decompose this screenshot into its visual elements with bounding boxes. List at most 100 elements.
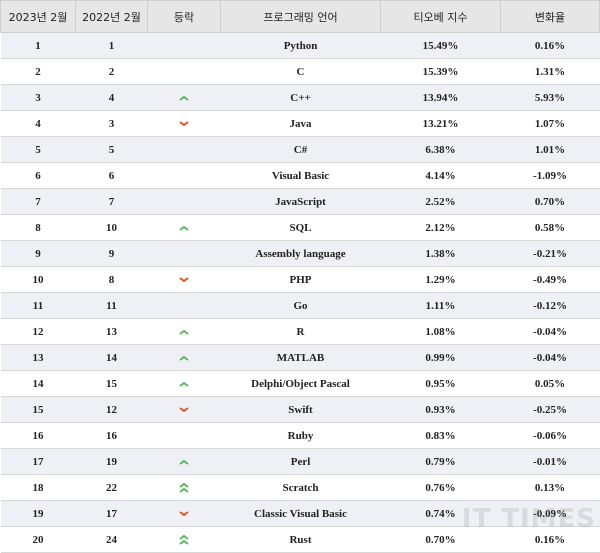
change: 0.13% [500,474,600,501]
trend-cell [147,396,221,423]
table-row: 18 22 Scratch 0.76% 0.13% [0,474,600,501]
language: Visual Basic [220,162,381,189]
table-row: 17 19 Perl 0.79% -0.01% [0,448,600,475]
rank-2023: 18 [0,474,76,501]
change: 1.07% [500,110,600,137]
table-row: 3 4 C++ 13.94% 5.93% [0,84,600,111]
table-row: 7 7 JavaScript 2.52% 0.70% [0,188,600,215]
table-row: 12 13 R 1.08% -0.04% [0,318,600,345]
trend-cell [147,526,221,553]
language: PHP [220,266,381,293]
rating: 13.21% [380,110,501,137]
trend-cell [147,84,221,111]
rating: 2.12% [380,214,501,241]
table-row: 6 6 Visual Basic 4.14% -1.09% [0,162,600,189]
rating: 15.49% [380,32,501,59]
table-row: 8 10 SQL 2.12% 0.58% [0,214,600,241]
trend-cell [147,422,221,449]
rank-2022: 16 [75,422,148,449]
rank-2022: 24 [75,526,148,553]
table-row: 2 2 C 15.39% 1.31% [0,58,600,85]
trend-cell [147,370,221,397]
language: Perl [220,448,381,475]
header-cell: 등락 [147,0,221,33]
rank-2022: 14 [75,344,148,371]
rank-2023: 6 [0,162,76,189]
rank-2022: 3 [75,110,148,137]
header-row: 2023년 2월 2022년 2월 등락 프로그래밍 언어 티오베 지수 변화율 [0,0,600,33]
trend-icon-up2 [179,482,189,493]
trend-cell [147,32,221,59]
header-cell: 프로그래밍 언어 [220,0,381,33]
rank-2023: 20 [0,526,76,553]
language: Go [220,292,381,319]
rank-2022: 8 [75,266,148,293]
trend-cell [147,448,221,475]
rank-2022: 11 [75,292,148,319]
change: -0.25% [500,396,600,423]
language: Swift [220,396,381,423]
rank-2022: 5 [75,136,148,163]
change: 0.70% [500,188,600,215]
trend-icon-up [179,355,189,361]
change: 0.16% [500,32,600,59]
header-cell: 티오베 지수 [380,0,501,33]
rank-2023: 9 [0,240,76,267]
change: -0.12% [500,292,600,319]
trend-cell [147,318,221,345]
rank-2023: 8 [0,214,76,241]
rank-2023: 19 [0,500,76,527]
change: -0.49% [500,266,600,293]
language: Assembly language [220,240,381,267]
trend-cell [147,292,221,319]
trend-icon-up2 [179,534,189,545]
trend-icon-down [179,510,189,516]
change: -0.04% [500,344,600,371]
rating: 0.95% [380,370,501,397]
table-row: 1 1 Python 15.49% 0.16% [0,32,600,59]
trend-cell [147,136,221,163]
rating: 15.39% [380,58,501,85]
rating: 1.38% [380,240,501,267]
rank-2022: 10 [75,214,148,241]
change: -0.01% [500,448,600,475]
rank-2023: 17 [0,448,76,475]
rank-2023: 16 [0,422,76,449]
rank-2023: 12 [0,318,76,345]
rank-2022: 7 [75,188,148,215]
rank-2023: 3 [0,84,76,111]
rating: 0.76% [380,474,501,501]
language: JavaScript [220,188,381,215]
language: Classic Visual Basic [220,500,381,527]
trend-icon-up [179,95,189,101]
rating: 13.94% [380,84,501,111]
change: 1.01% [500,136,600,163]
language: C [220,58,381,85]
rating: 0.99% [380,344,501,371]
rank-2022: 22 [75,474,148,501]
change: 0.16% [500,526,600,553]
table-row: 13 14 MATLAB 0.99% -0.04% [0,344,600,371]
rating: 0.79% [380,448,501,475]
trend-icon-down [179,276,189,282]
table-row: 11 11 Go 1.11% -0.12% [0,292,600,319]
change: 5.93% [500,84,600,111]
table-row: 19 17 Classic Visual Basic 0.74% -0.09% [0,500,600,527]
language: Ruby [220,422,381,449]
header-cell: 2023년 2월 [0,0,76,33]
language: Java [220,110,381,137]
language: Scratch [220,474,381,501]
language: Delphi/Object Pascal [220,370,381,397]
rank-2023: 13 [0,344,76,371]
language: Python [220,32,381,59]
trend-icon-up [179,329,189,335]
trend-icon-down [179,120,189,126]
trend-cell [147,214,221,241]
language: R [220,318,381,345]
table-row: 15 12 Swift 0.93% -0.25% [0,396,600,423]
rating: 0.93% [380,396,501,423]
header-cell: 2022년 2월 [75,0,148,33]
trend-cell [147,500,221,527]
language: Rust [220,526,381,553]
